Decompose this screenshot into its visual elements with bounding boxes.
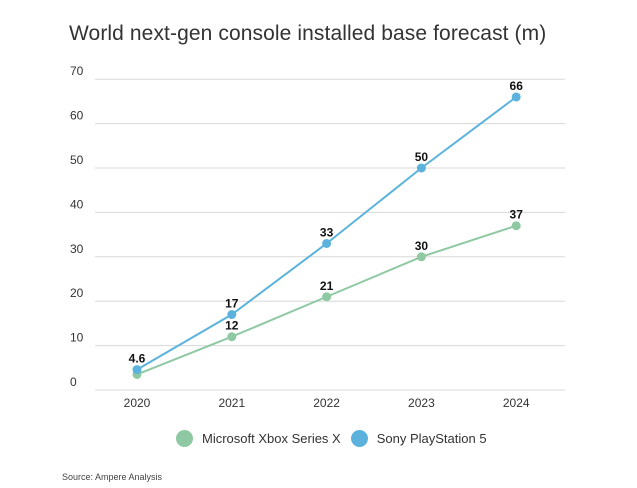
chart-title: World next-gen console installed base fo… — [69, 22, 547, 45]
y-tick-label: 0 — [70, 375, 77, 389]
legend-label-xbox: Microsoft Xbox Series X — [202, 431, 341, 446]
x-tick-label: 2024 — [503, 396, 530, 410]
data-label: 66 — [510, 79, 524, 93]
legend-item-xbox: Microsoft Xbox Series X — [176, 430, 341, 447]
data-point — [416, 252, 426, 262]
data-point — [322, 292, 332, 302]
data-label: 21 — [320, 279, 334, 293]
data-point — [227, 310, 237, 320]
data-label: 4.6 — [129, 352, 146, 366]
legend-label-ps5: Sony PlayStation 5 — [376, 431, 487, 446]
data-point — [416, 163, 426, 173]
data-label: 17 — [225, 297, 239, 311]
y-tick-label: 20 — [70, 286, 84, 300]
data-point — [511, 92, 521, 102]
source-note: Source: Ampere Analysis — [62, 472, 163, 482]
data-label: 50 — [415, 150, 429, 164]
y-tick-label: 60 — [70, 109, 84, 123]
line-chart: 0 10 20 30 40 50 60 70 2020 2021 2022 2023 2024 12 21 3… — [70, 64, 565, 410]
y-tick-label: 30 — [70, 242, 84, 256]
data-label: 30 — [415, 239, 429, 253]
legend-swatch-ps5 — [350, 430, 368, 447]
data-point — [227, 332, 237, 342]
x-tick-label: 2023 — [408, 396, 435, 410]
data-label: 12 — [225, 319, 239, 333]
y-tick-label: 70 — [70, 64, 84, 78]
x-tick-label: 2020 — [124, 396, 151, 410]
y-tick-label: 10 — [70, 331, 84, 345]
x-tick-label: 2022 — [313, 396, 340, 410]
data-point — [132, 365, 142, 375]
data-label: 37 — [510, 208, 524, 222]
y-tick-label: 50 — [70, 153, 84, 167]
y-tick-label: 40 — [70, 197, 84, 211]
data-point — [511, 221, 521, 231]
data-point — [322, 238, 332, 248]
x-tick-label: 2021 — [218, 396, 245, 410]
data-label: 33 — [320, 225, 334, 239]
legend-swatch-xbox — [176, 430, 193, 447]
legend: Microsoft Xbox Series X Sony PlayStation… — [176, 430, 497, 447]
legend-item-ps5: Sony PlayStation 5 — [350, 430, 487, 447]
